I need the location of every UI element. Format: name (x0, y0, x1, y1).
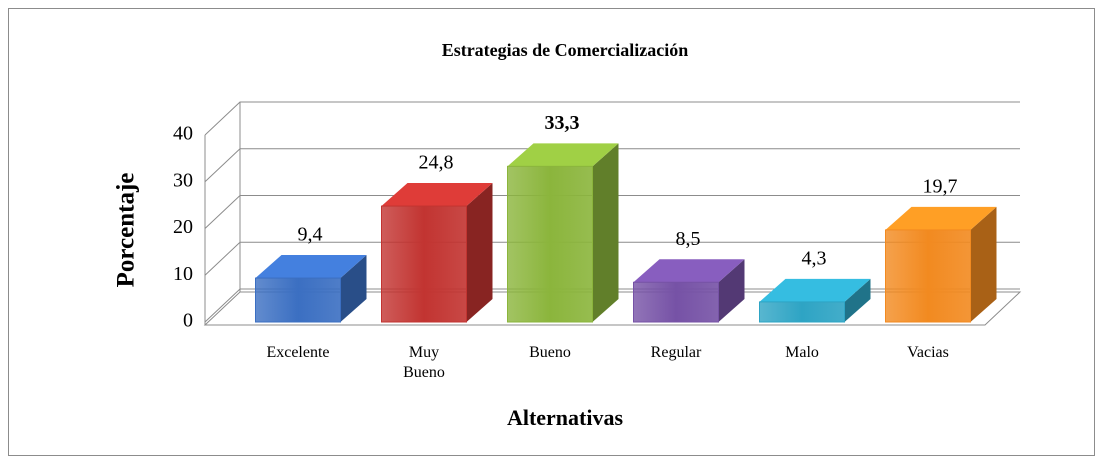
bar (381, 205, 467, 323)
value-label: 8,5 (676, 228, 701, 250)
bar (885, 229, 971, 323)
bar (759, 301, 845, 323)
bar-top (759, 278, 871, 302)
grid-line (204, 288, 1020, 323)
bar-top (507, 143, 619, 167)
y-axis-label: Porcentaje (113, 173, 140, 288)
bar-side (718, 259, 745, 322)
x-axis-label: Alternativas (507, 405, 624, 430)
bar-top (255, 255, 367, 279)
bar-top (885, 206, 997, 230)
x-tick-label: Regular (650, 344, 702, 361)
bar-side (340, 255, 367, 322)
value-label: 4,3 (802, 247, 827, 269)
grid-line (204, 241, 1020, 276)
bar-side (592, 143, 619, 322)
bar-top (633, 259, 745, 283)
value-label: 9,4 (298, 224, 323, 246)
y-tick-label: 10 (173, 263, 193, 285)
x-tick-label: Excelente (266, 344, 330, 361)
value-label: 24,8 (419, 152, 454, 174)
bar-side (970, 206, 997, 322)
x-tick-label: Muy Bueno (403, 344, 445, 381)
x-tick-label: Vacias (907, 344, 949, 361)
grid-line (204, 101, 1020, 136)
bar (507, 165, 593, 323)
y-tick-label: 20 (173, 216, 193, 238)
bar (255, 277, 341, 323)
grid-line (204, 148, 1020, 183)
value-label: 33,3 (545, 112, 580, 134)
bar (633, 281, 719, 323)
bar-side (466, 183, 493, 322)
bar-top (381, 183, 493, 207)
y-tick-label: 40 (173, 123, 193, 145)
value-label: 19,7 (923, 175, 958, 197)
y-tick-label: 30 (173, 169, 193, 191)
bar-side (844, 278, 871, 322)
grid-line (204, 195, 1020, 229)
x-tick-label: Malo (785, 344, 819, 361)
x-tick-label: Bueno (529, 344, 571, 361)
y-tick-label: 0 (183, 310, 193, 332)
chart-title: Estrategias de Comercialización (442, 40, 689, 60)
